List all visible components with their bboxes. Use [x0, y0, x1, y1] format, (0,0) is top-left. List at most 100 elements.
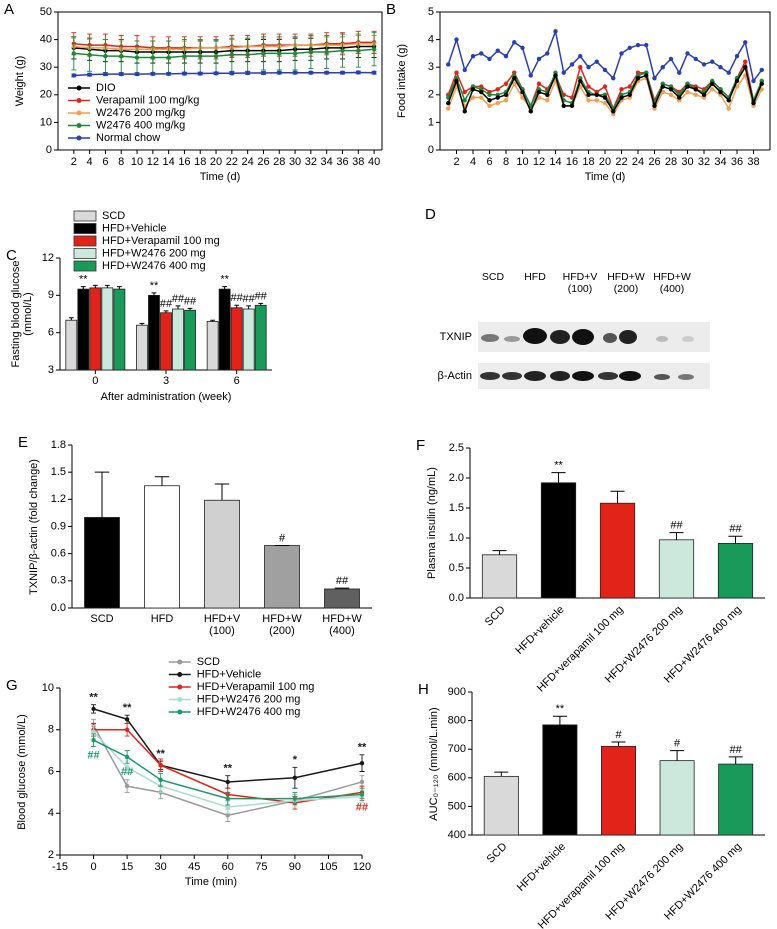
x-tick-label: 6: [486, 156, 492, 168]
point: [292, 775, 298, 780]
y-tick-label: 2: [428, 89, 434, 101]
panel-label: H: [418, 681, 429, 698]
point: [536, 89, 542, 95]
legend-label: Normal chow: [96, 132, 160, 144]
y-tick-label: 4: [428, 34, 434, 46]
error-bar: [187, 307, 193, 311]
legend-marker: [76, 85, 82, 91]
point: [512, 76, 517, 81]
bar: [659, 760, 695, 836]
point: [536, 81, 542, 86]
point: [87, 72, 92, 77]
error-bar: [210, 319, 216, 322]
y-tick-label: 4: [48, 807, 54, 819]
series-line: [93, 739, 363, 800]
x-tick-label: 40: [368, 156, 380, 168]
x-tick-label: 4: [87, 156, 93, 168]
point: [229, 52, 235, 57]
x-tick-label: 22: [226, 156, 238, 168]
legend-label: HFD+W2476 200 mg: [197, 693, 301, 705]
point: [701, 92, 707, 98]
bar: [242, 308, 255, 371]
point: [619, 95, 624, 100]
bar: [542, 724, 578, 836]
annotation: **: [358, 742, 367, 754]
y-tick-label: 2: [48, 849, 54, 861]
point: [124, 783, 130, 789]
point: [166, 71, 171, 77]
bar: [172, 308, 184, 371]
legend-swatch: [73, 248, 97, 259]
y-tick-label: 0: [428, 144, 434, 156]
point: [87, 52, 92, 57]
point: [454, 70, 459, 75]
point: [668, 87, 674, 92]
y-tick-label: 1: [428, 116, 434, 128]
legend-label: W2476 400 mg/kg: [96, 119, 185, 131]
point: [119, 53, 124, 59]
point: [245, 52, 250, 57]
point: [586, 84, 591, 89]
x-tick-label: 15: [121, 861, 133, 873]
annotation: ##: [121, 766, 133, 778]
x-tick-label: 75: [255, 861, 267, 873]
point: [668, 92, 674, 98]
point: [71, 51, 77, 56]
point: [324, 70, 329, 75]
x-tick-label: 26: [257, 156, 269, 168]
legend-label: SCD: [102, 210, 125, 222]
x-tick-label: HFD+vehicle: [515, 841, 568, 894]
panel-label: G: [6, 677, 18, 694]
x-tick-label: 14: [549, 156, 561, 168]
point: [627, 45, 632, 51]
point: [520, 89, 525, 95]
band: [682, 336, 694, 342]
point: [446, 106, 451, 111]
legend-label: HFD+Verapamil 100 mg: [197, 681, 315, 693]
x-tick-label: 32: [698, 156, 710, 168]
x-tick-label: 120: [353, 861, 371, 873]
point: [308, 70, 314, 75]
point: [292, 70, 298, 75]
point: [503, 92, 509, 98]
point: [261, 70, 266, 76]
y-tick-label: 1.5: [51, 466, 66, 478]
y-axis-label: AUC₀₋₁₂₀ (mmol/L.min): [427, 706, 440, 821]
point: [503, 98, 509, 103]
point: [124, 717, 130, 722]
panel-label: A: [4, 1, 14, 18]
point: [627, 84, 632, 89]
point: [182, 53, 187, 59]
annotation: **: [556, 703, 565, 715]
point: [225, 779, 230, 785]
point: [359, 779, 365, 785]
point: [545, 92, 550, 98]
point: [668, 56, 674, 62]
row-label: TXNIP: [440, 331, 472, 343]
point: [479, 51, 484, 56]
point: [71, 73, 77, 78]
error-bar: [104, 284, 110, 288]
point: [602, 100, 608, 106]
bar: [601, 745, 636, 836]
point: [324, 49, 329, 55]
legend-marker: [177, 672, 183, 677]
legend-label: HFD+Verapamil 100 mg: [102, 235, 220, 247]
point: [356, 48, 361, 53]
point: [627, 92, 632, 98]
bar: [144, 485, 180, 609]
band: [550, 371, 570, 381]
bar: [204, 499, 240, 609]
point: [503, 81, 509, 86]
point: [134, 71, 140, 77]
point: [685, 89, 690, 95]
point: [726, 98, 731, 103]
point: [693, 87, 698, 92]
point: [710, 59, 715, 64]
x-tick-label: 20: [599, 156, 611, 168]
y-tick-label: 3: [48, 364, 54, 376]
bar: [77, 288, 90, 371]
error-bar: [551, 472, 566, 483]
annotation: ##: [356, 802, 368, 814]
series-line: [447, 28, 763, 83]
